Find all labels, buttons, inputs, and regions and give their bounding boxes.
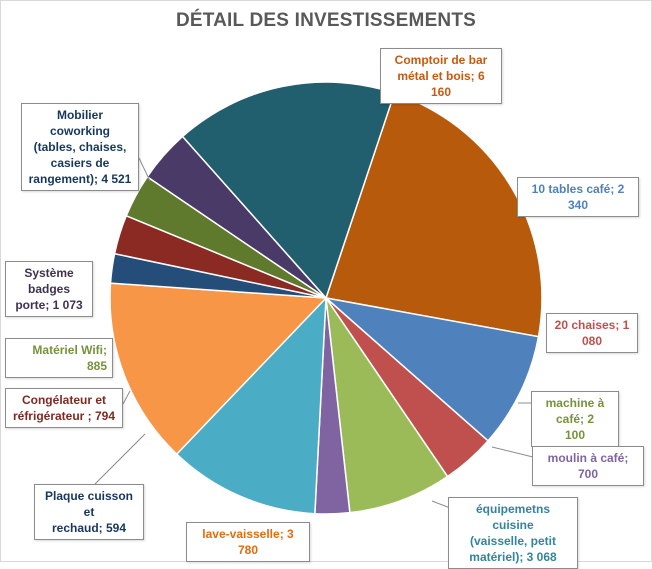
data-label-line: 10 tables café; 2 340 [531,182,625,212]
data-label-line: (vaisselle, petit [469,534,557,548]
data-label-line: porte; 1 073 [15,298,83,312]
data-label-line: 100 [564,428,586,442]
data-label-line: lave-vaisselle; 3 780 [202,527,294,557]
data-label: Plaque cuisson et rechaud; 594 [34,484,144,540]
data-label-line: Plaque cuisson et [44,489,134,519]
data-label-line: Système badges [24,266,74,296]
pie-slice [109,282,328,456]
data-label: lave-vaisselle; 3 780 [186,522,310,562]
leader-line [122,390,131,405]
data-label: Comptoir de bar métal et bois; 6 160 [380,48,502,104]
data-label-line: équipemetns cuisine [475,502,550,532]
data-label: Matériel Wifi; 885 [5,338,113,378]
data-label-line: rangement); 4 521 [28,172,132,186]
pie-slice [323,296,540,442]
leader-line [94,433,146,485]
chart-title: DÉTAIL DES INVESTISSEMENTS [175,10,477,31]
pie-slice [325,297,449,514]
leader-line [138,157,151,182]
data-label: équipemetns cuisine (vaisselle, petit maté… [448,497,578,569]
data-label-line: rechaud; 594 [51,521,127,535]
leader-line [491,446,534,458]
data-label-line: (tables, chaises, [33,140,127,154]
data-label: Congélateur et réfrigérateur ; 794 [5,388,123,428]
pie-slice [325,92,543,338]
data-label-line: métal et bois; 6 160 [397,69,485,99]
data-label-line: matériel); 3 068 [469,550,557,564]
data-label: 10 tables café; 2 340 [517,177,639,217]
data-label-line: réfrigérateur ; 794 [12,409,116,423]
data-label: Système badges porte; 1 073 [5,261,93,317]
pie-slice [181,81,396,300]
data-label: moulin à café; 700 [532,446,644,486]
data-label-line: 20 chaises; 1 080 [554,318,630,348]
data-label: Mobilier coworking (tables, chaises, casie… [21,103,139,191]
data-label-line: Matériel Wifi; 885 [32,343,107,373]
pie-slice [175,296,327,515]
data-label-line: Comptoir de bar [394,53,488,67]
data-label-line: casiers de [50,156,110,170]
data-label-line: moulin à café; 700 [547,451,629,481]
data-label-line: Mobilier coworking [49,108,110,138]
data-label-line: Congélateur et [21,393,106,407]
data-label: machine à café; 2 100 [531,391,619,447]
data-label: 20 chaises; 1 080 [546,313,638,353]
data-label-line: machine à café; 2 [545,396,605,426]
